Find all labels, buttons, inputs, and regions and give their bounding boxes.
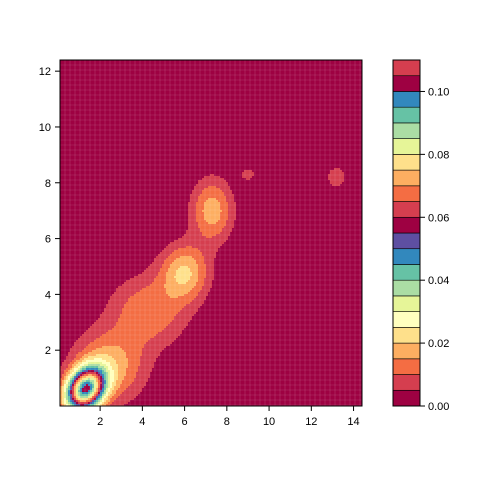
colorbar-swatch xyxy=(393,107,420,123)
colorbar-swatch xyxy=(393,375,420,391)
colorbar-swatch xyxy=(393,233,420,249)
colorbar-swatch xyxy=(393,359,420,375)
colorbar-swatch xyxy=(393,60,420,76)
colorbar-swatch xyxy=(393,249,420,265)
x-tick-label: 4 xyxy=(139,416,145,428)
colorbar-swatch xyxy=(393,343,420,359)
colorbar-tick-label: 0.08 xyxy=(428,149,449,161)
x-tick-label: 12 xyxy=(305,416,317,428)
y-tick-label: 12 xyxy=(39,66,51,78)
colorbar-tick-label: 0.02 xyxy=(428,338,449,350)
colorbar-swatch xyxy=(393,91,420,107)
y-axis: 2 4 6 8 10 12 xyxy=(39,66,60,357)
colorbar-swatch xyxy=(393,154,420,170)
colorbar-tick-label: 0.04 xyxy=(428,275,449,287)
colorbar-tick-label: 0.06 xyxy=(428,212,449,224)
colorbar-swatch xyxy=(393,202,420,218)
colorbar-tick-label: 0.10 xyxy=(428,86,449,98)
colorbar-swatch xyxy=(393,264,420,280)
colorbar-legend: 0.00 0.02 0.04 0.06 0.08 0.10 xyxy=(393,60,449,413)
x-tick-label: 2 xyxy=(97,416,103,428)
y-tick-label: 2 xyxy=(45,345,51,357)
colorbar-swatch xyxy=(393,312,420,328)
colorbar-swatch xyxy=(393,139,420,155)
x-tick-label: 14 xyxy=(347,416,359,428)
colorbar-swatch xyxy=(393,76,420,92)
colorbar-tick-label: 0.00 xyxy=(428,401,449,413)
colorbar-swatch xyxy=(393,390,420,406)
colorbar-swatch xyxy=(393,123,420,139)
colorbar-swatch xyxy=(393,327,420,343)
y-tick-label: 8 xyxy=(45,178,51,190)
y-tick-label: 4 xyxy=(45,289,51,301)
x-tick-label: 10 xyxy=(263,416,275,428)
colorbar-swatch xyxy=(393,217,420,233)
y-tick-label: 6 xyxy=(45,234,51,246)
colorbar-swatch xyxy=(393,296,420,312)
x-axis: 2 4 6 8 10 12 14 xyxy=(97,406,360,428)
y-tick-label: 10 xyxy=(39,122,51,134)
contour-fill xyxy=(60,60,363,407)
colorbar-swatch xyxy=(393,186,420,202)
colorbar-swatch xyxy=(393,280,420,296)
colorbar-swatch xyxy=(393,170,420,186)
x-tick-label: 8 xyxy=(224,416,230,428)
x-tick-label: 6 xyxy=(182,416,188,428)
